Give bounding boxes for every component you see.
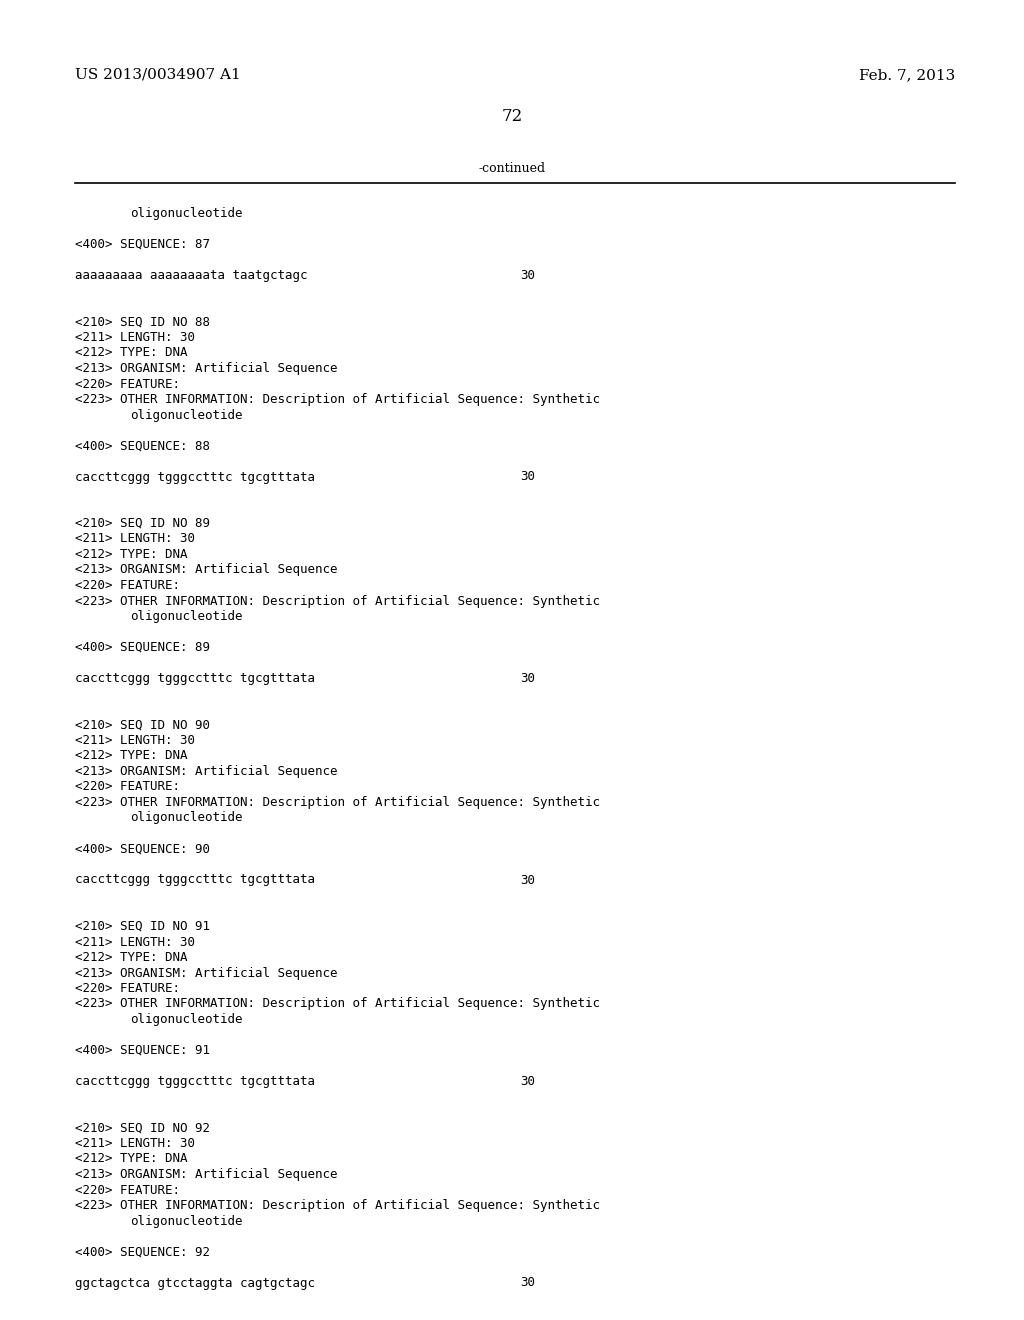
Text: <212> TYPE: DNA: <212> TYPE: DNA xyxy=(75,950,187,964)
Text: <220> FEATURE:: <220> FEATURE: xyxy=(75,780,180,793)
Text: <211> LENGTH: 30: <211> LENGTH: 30 xyxy=(75,936,195,949)
Text: <213> ORGANISM: Artificial Sequence: <213> ORGANISM: Artificial Sequence xyxy=(75,564,338,577)
Text: oligonucleotide: oligonucleotide xyxy=(130,408,243,421)
Text: <212> TYPE: DNA: <212> TYPE: DNA xyxy=(75,346,187,359)
Text: <220> FEATURE:: <220> FEATURE: xyxy=(75,982,180,995)
Text: <223> OTHER INFORMATION: Description of Artificial Sequence: Synthetic: <223> OTHER INFORMATION: Description of … xyxy=(75,594,600,607)
Text: <223> OTHER INFORMATION: Description of Artificial Sequence: Synthetic: <223> OTHER INFORMATION: Description of … xyxy=(75,796,600,809)
Text: <223> OTHER INFORMATION: Description of Artificial Sequence: Synthetic: <223> OTHER INFORMATION: Description of … xyxy=(75,998,600,1011)
Text: aaaaaaaaa aaaaaaaata taatgctagc: aaaaaaaaa aaaaaaaata taatgctagc xyxy=(75,269,307,282)
Text: 72: 72 xyxy=(502,108,522,125)
Text: <213> ORGANISM: Artificial Sequence: <213> ORGANISM: Artificial Sequence xyxy=(75,362,338,375)
Text: caccttcggg tgggcctttc tgcgtttata: caccttcggg tgggcctttc tgcgtttata xyxy=(75,874,315,887)
Text: caccttcggg tgggcctttc tgcgtttata: caccttcggg tgggcctttc tgcgtttata xyxy=(75,672,315,685)
Text: Feb. 7, 2013: Feb. 7, 2013 xyxy=(859,69,955,82)
Text: oligonucleotide: oligonucleotide xyxy=(130,1012,243,1026)
Text: <220> FEATURE:: <220> FEATURE: xyxy=(75,579,180,591)
Text: <211> LENGTH: 30: <211> LENGTH: 30 xyxy=(75,1137,195,1150)
Text: oligonucleotide: oligonucleotide xyxy=(130,610,243,623)
Text: <211> LENGTH: 30: <211> LENGTH: 30 xyxy=(75,331,195,345)
Text: <210> SEQ ID NO 91: <210> SEQ ID NO 91 xyxy=(75,920,210,933)
Text: <400> SEQUENCE: 92: <400> SEQUENCE: 92 xyxy=(75,1246,210,1258)
Text: <213> ORGANISM: Artificial Sequence: <213> ORGANISM: Artificial Sequence xyxy=(75,966,338,979)
Text: <400> SEQUENCE: 88: <400> SEQUENCE: 88 xyxy=(75,440,210,453)
Text: <211> LENGTH: 30: <211> LENGTH: 30 xyxy=(75,734,195,747)
Text: oligonucleotide: oligonucleotide xyxy=(130,1214,243,1228)
Text: <400> SEQUENCE: 89: <400> SEQUENCE: 89 xyxy=(75,642,210,653)
Text: 30: 30 xyxy=(520,1074,535,1088)
Text: caccttcggg tgggcctttc tgcgtttata: caccttcggg tgggcctttc tgcgtttata xyxy=(75,470,315,483)
Text: <213> ORGANISM: Artificial Sequence: <213> ORGANISM: Artificial Sequence xyxy=(75,766,338,777)
Text: <223> OTHER INFORMATION: Description of Artificial Sequence: Synthetic: <223> OTHER INFORMATION: Description of … xyxy=(75,1199,600,1212)
Text: <400> SEQUENCE: 90: <400> SEQUENCE: 90 xyxy=(75,842,210,855)
Text: <212> TYPE: DNA: <212> TYPE: DNA xyxy=(75,1152,187,1166)
Text: <223> OTHER INFORMATION: Description of Artificial Sequence: Synthetic: <223> OTHER INFORMATION: Description of … xyxy=(75,393,600,407)
Text: ggctagctca gtcctaggta cagtgctagc: ggctagctca gtcctaggta cagtgctagc xyxy=(75,1276,315,1290)
Text: oligonucleotide: oligonucleotide xyxy=(130,812,243,825)
Text: -continued: -continued xyxy=(478,162,546,176)
Text: <220> FEATURE:: <220> FEATURE: xyxy=(75,378,180,391)
Text: <210> SEQ ID NO 90: <210> SEQ ID NO 90 xyxy=(75,718,210,731)
Text: oligonucleotide: oligonucleotide xyxy=(130,207,243,220)
Text: caccttcggg tgggcctttc tgcgtttata: caccttcggg tgggcctttc tgcgtttata xyxy=(75,1074,315,1088)
Text: <210> SEQ ID NO 88: <210> SEQ ID NO 88 xyxy=(75,315,210,329)
Text: <220> FEATURE:: <220> FEATURE: xyxy=(75,1184,180,1196)
Text: 30: 30 xyxy=(520,269,535,282)
Text: 30: 30 xyxy=(520,470,535,483)
Text: 30: 30 xyxy=(520,874,535,887)
Text: <211> LENGTH: 30: <211> LENGTH: 30 xyxy=(75,532,195,545)
Text: 30: 30 xyxy=(520,1276,535,1290)
Text: <210> SEQ ID NO 92: <210> SEQ ID NO 92 xyxy=(75,1122,210,1134)
Text: <212> TYPE: DNA: <212> TYPE: DNA xyxy=(75,750,187,763)
Text: <213> ORGANISM: Artificial Sequence: <213> ORGANISM: Artificial Sequence xyxy=(75,1168,338,1181)
Text: 30: 30 xyxy=(520,672,535,685)
Text: <210> SEQ ID NO 89: <210> SEQ ID NO 89 xyxy=(75,517,210,531)
Text: US 2013/0034907 A1: US 2013/0034907 A1 xyxy=(75,69,241,82)
Text: <400> SEQUENCE: 87: <400> SEQUENCE: 87 xyxy=(75,238,210,251)
Text: <212> TYPE: DNA: <212> TYPE: DNA xyxy=(75,548,187,561)
Text: <400> SEQUENCE: 91: <400> SEQUENCE: 91 xyxy=(75,1044,210,1057)
